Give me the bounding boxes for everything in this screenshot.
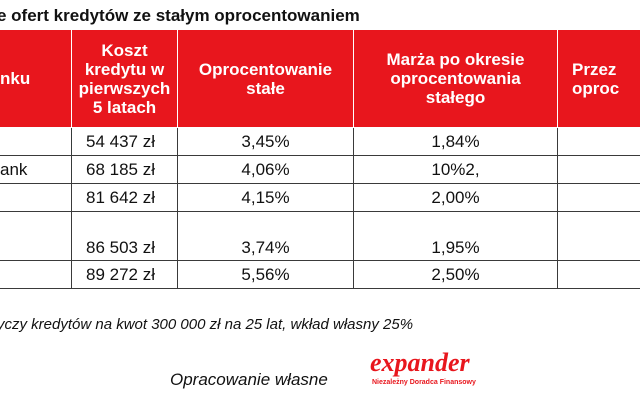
cell-bank [0, 183, 72, 212]
cell-cost: 86 503 zł [71, 211, 178, 261]
table-row: 81 642 zł 4,15% 2,00% [0, 183, 640, 212]
header-row: nku Koszt kredytu w pierwszych 5 latach … [0, 29, 640, 128]
cell-bank [0, 260, 72, 289]
table-row: 54 437 zł 3,45% 1,84% [0, 127, 640, 156]
cell-extra [557, 260, 640, 289]
cell-extra [557, 127, 640, 156]
cell-cost: 54 437 zł [71, 127, 178, 156]
cell-extra [557, 155, 640, 184]
header-extra-line: Przez [572, 59, 617, 79]
cell-extra [557, 211, 640, 261]
cell-margin: 2,50% [353, 260, 558, 289]
header-margin-line: Marża po okresie [386, 50, 525, 69]
table-row: ank 68 185 zł 4,06% 10%2, [0, 155, 640, 184]
header-rate-line: stałe [246, 78, 285, 98]
cell-rate: 4,06% [177, 155, 354, 184]
cell-bank [0, 127, 72, 156]
cell-cost: 89 272 zł [71, 260, 178, 289]
cell-cost: 68 185 zł [71, 155, 178, 184]
cell-extra [557, 183, 640, 212]
table-row: 86 503 zł 3,74% 1,95% [0, 211, 640, 261]
header-cost-line: 5 latach [92, 97, 157, 117]
page-title: e ofert kredytów ze stałym oprocentowani… [0, 6, 360, 25]
cell-margin: 1,84% [353, 127, 558, 156]
header-margin: Marża po okresie oprocentowania stałego [353, 29, 558, 128]
offers-table-wrapper: nku Koszt kredytu w pierwszych 5 latach … [0, 29, 640, 289]
logo-wordmark: expander [370, 348, 470, 377]
header-extra: Przez oproc [557, 29, 640, 128]
offers-table: nku Koszt kredytu w pierwszych 5 latach … [0, 29, 640, 289]
header-extra-line: oproc [572, 78, 620, 98]
header-cost: Koszt kredytu w pierwszych 5 latach [71, 29, 178, 128]
cell-bank [0, 211, 72, 261]
header-rate-line: Oprocentowanie [198, 59, 333, 79]
header-rate: Oprocentowanie stałe [177, 29, 354, 128]
footnote: yczy kredytów na kwot 300 000 zł na 25 l… [0, 316, 414, 333]
cell-cost: 81 642 zł [71, 183, 178, 212]
header-margin-line: oprocentowania [390, 69, 521, 88]
cell-rate: 4,15% [177, 183, 354, 212]
header-bank: nku [0, 29, 72, 128]
header-margin-line: stałego [425, 88, 486, 107]
expander-logo: expander Niezależny Doradca Finansowy [370, 348, 476, 386]
cell-rate: 3,45% [177, 127, 354, 156]
header-cost-line: kredytu w [84, 59, 165, 79]
table-row: 89 272 zł 5,56% 2,50% [0, 260, 640, 289]
header-cost-line: Koszt [101, 40, 148, 60]
cell-margin: 10%2, [353, 155, 558, 184]
header-cost-line: pierwszych [78, 78, 171, 98]
header-bank-line: nku [0, 69, 31, 88]
cell-margin: 2,00% [353, 183, 558, 212]
cell-rate: 5,56% [177, 260, 354, 289]
cell-margin: 1,95% [353, 211, 558, 261]
cell-bank: ank [0, 155, 72, 184]
logo-tagline: Niezależny Doradca Finansowy [372, 379, 476, 386]
cell-rate: 3,74% [177, 211, 354, 261]
source-caption: Opracowanie własne [170, 370, 328, 389]
